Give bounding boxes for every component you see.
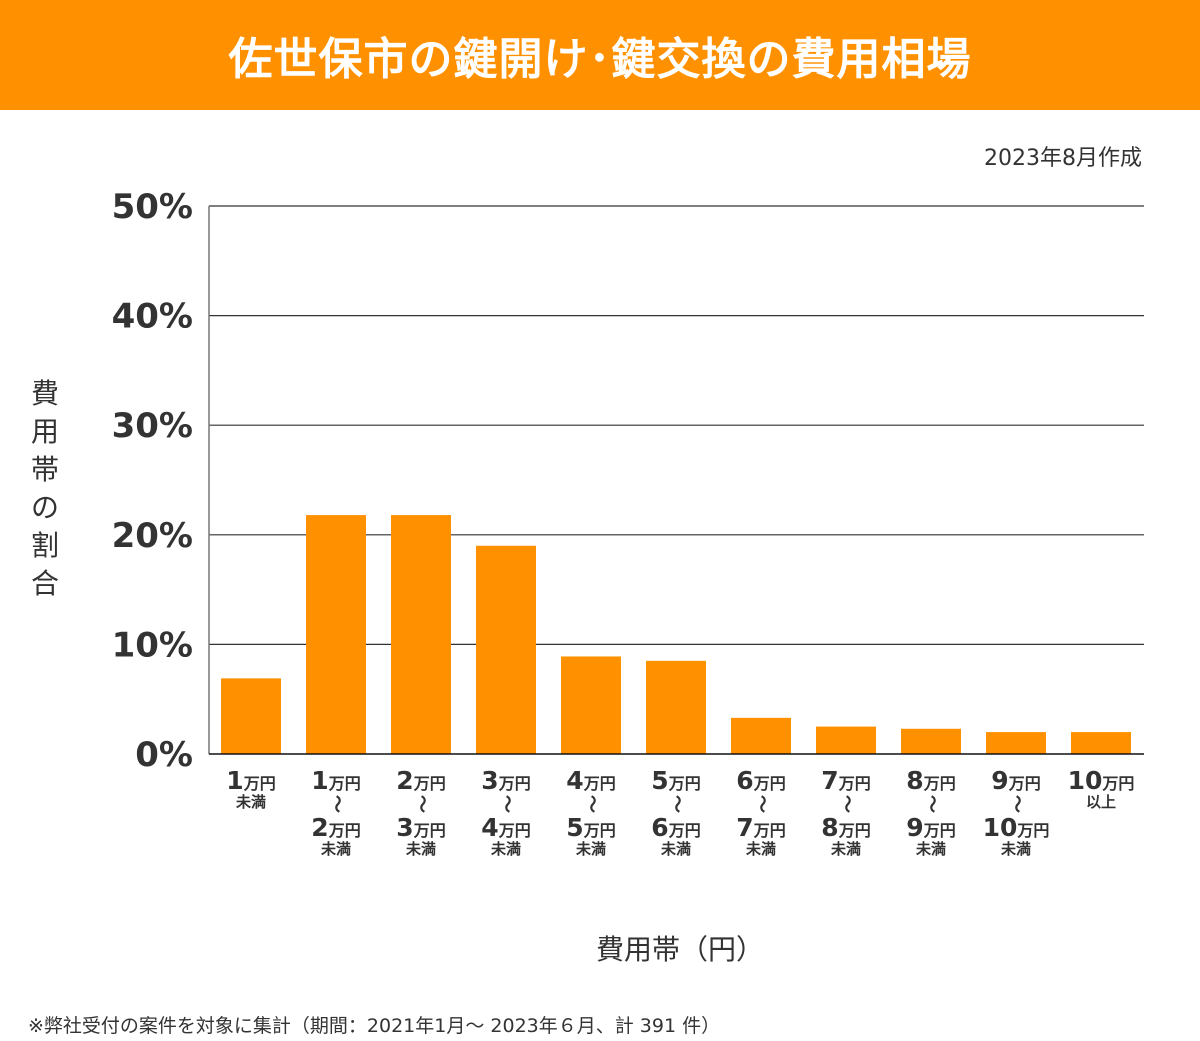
created-date: 2023年8月作成 bbox=[984, 146, 1142, 171]
x-tick-label: 2万円〜 3万円 未満 bbox=[396, 766, 446, 858]
y-tick-label: 0% bbox=[135, 735, 193, 775]
y-axis-label: 費用帯の割合 bbox=[30, 377, 59, 600]
bar bbox=[816, 726, 876, 754]
x-tick-label: 3万円〜 4万円 未満 bbox=[481, 766, 531, 858]
bar bbox=[901, 728, 961, 754]
y-tick-label: 20% bbox=[112, 516, 193, 556]
x-tick-label: 8万円〜 9万円 未満 bbox=[906, 766, 956, 858]
bar bbox=[391, 515, 451, 754]
x-tick-label: 1万円 未満 bbox=[226, 766, 276, 811]
header-banner: 佐世保市の鍵開け･鍵交換の費用相場 bbox=[0, 0, 1200, 110]
bar bbox=[646, 660, 706, 754]
chart-title: 佐世保市の鍵開け･鍵交換の費用相場 bbox=[228, 34, 972, 85]
x-tick-label: 6万円〜 7万円 未満 bbox=[736, 766, 786, 858]
bar bbox=[731, 717, 791, 754]
footnote: ※弊社受付の案件を対象に集計（期間：2021年1月～ 2023年６月、計 391… bbox=[28, 1015, 721, 1037]
y-tick-label: 50% bbox=[112, 187, 193, 227]
x-tick-label: 7万円〜 8万円 未満 bbox=[821, 766, 871, 858]
y-tick-label: 40% bbox=[112, 297, 193, 337]
bar bbox=[561, 656, 621, 754]
x-tick-label: 10万円 以上 bbox=[1067, 766, 1135, 811]
y-tick-label: 10% bbox=[112, 625, 193, 665]
x-tick-label: 4万円〜 5万円 未満 bbox=[566, 766, 616, 858]
y-tick-label: 30% bbox=[112, 406, 193, 446]
bar bbox=[1071, 732, 1131, 754]
x-tick-label: 9万円〜 10万円 未満 bbox=[982, 766, 1050, 858]
bar bbox=[221, 678, 281, 754]
bar bbox=[306, 515, 366, 754]
x-tick-label: 5万円〜 6万円 未満 bbox=[651, 766, 701, 858]
bar bbox=[476, 545, 536, 754]
x-tick-label: 1万円〜 2万円 未満 bbox=[311, 766, 361, 858]
x-axis-label: 費用帯（円） bbox=[595, 933, 764, 966]
bar bbox=[986, 732, 1046, 754]
